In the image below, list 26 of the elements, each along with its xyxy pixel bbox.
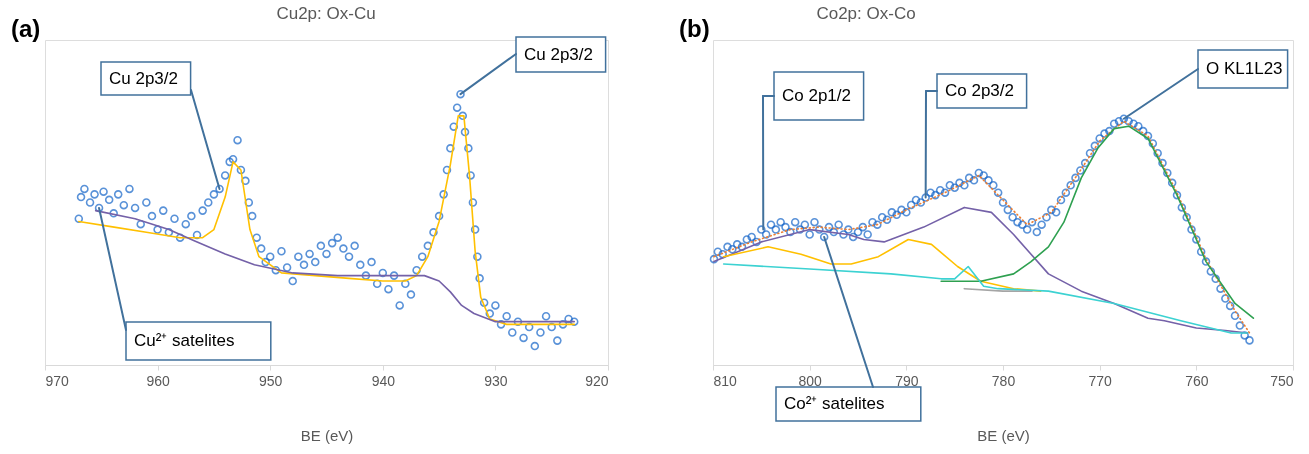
x-axis-title: BE (eV) (300, 426, 354, 444)
annotation: Co²⁺ satelites (784, 394, 885, 413)
annotation: Cu 2p3/2 (109, 68, 178, 88)
x-tick-label: 760 (1185, 372, 1209, 389)
x-tick-label: 800 (798, 372, 823, 389)
x-tick-label: 940 (371, 372, 396, 389)
chart-title: Cu2p: Ox-Cu (276, 4, 376, 23)
x-tick-label: 810 (713, 372, 738, 389)
annotation: Co 2p3/2 (945, 81, 1014, 100)
x-tick-label: 970 (45, 372, 70, 389)
x-tick-label: 930 (484, 372, 508, 389)
x-tick-label: 750 (1270, 372, 1294, 389)
x-tick-label: 780 (991, 372, 1016, 389)
x-tick-label: 960 (146, 372, 170, 389)
x-tick-label: 950 (259, 372, 283, 389)
annotation: O KL1L23 (1206, 59, 1283, 78)
x-tick-label: 920 (585, 372, 609, 389)
annotation: Cu 2p3/2 (524, 44, 593, 64)
annotation: Co 2p1/2 (782, 86, 851, 105)
x-axis-title: BE (eV) (977, 426, 1030, 444)
chart-title: Co2p: Ox-Co (816, 4, 916, 23)
x-tick-label: 770 (1088, 372, 1113, 389)
text: (a) (11, 15, 41, 42)
text: (b) (679, 15, 710, 42)
annotation: Cu²⁺ satelites (134, 331, 235, 350)
x-tick-label: 790 (895, 372, 919, 389)
